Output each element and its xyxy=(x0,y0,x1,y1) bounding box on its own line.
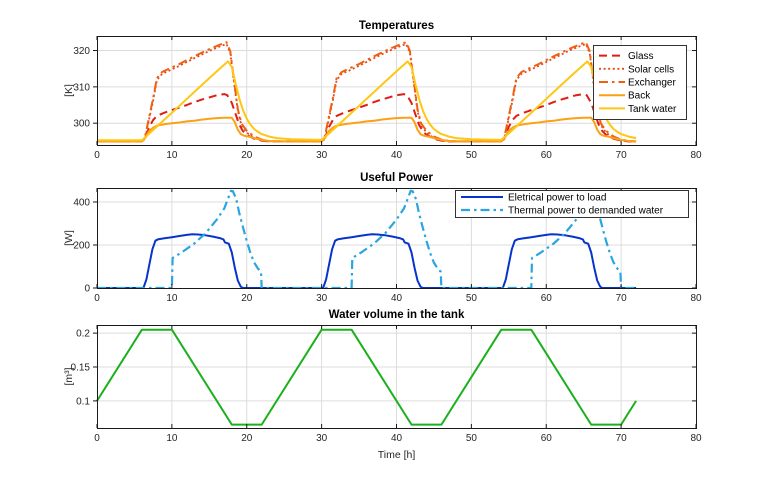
legend-label-tank-water: Tank water xyxy=(628,104,677,115)
svg-text:30: 30 xyxy=(316,433,328,444)
svg-text:0: 0 xyxy=(84,284,90,295)
legend-label-thermal-power-to-demanded-water: Thermal power to demanded water xyxy=(508,206,664,217)
svg-text:20: 20 xyxy=(241,433,253,444)
y-axis-label: [m³] xyxy=(63,367,75,385)
svg-text:10: 10 xyxy=(166,433,178,444)
chart-title-useful-power: Useful Power xyxy=(360,172,433,184)
tick-labels: 0 10 20 30 40 50 60 70 80 300 310 320 xyxy=(73,46,702,161)
svg-text:30: 30 xyxy=(316,293,328,304)
axes-box xyxy=(93,188,697,289)
svg-text:10: 10 xyxy=(166,150,178,161)
svg-text:0.2: 0.2 xyxy=(76,329,90,340)
svg-text:60: 60 xyxy=(541,433,553,444)
svg-text:70: 70 xyxy=(616,293,628,304)
svg-text:80: 80 xyxy=(690,433,702,444)
axes-box xyxy=(93,36,697,146)
svg-text:20: 20 xyxy=(241,150,253,161)
legend-temperatures: Glass Solar cells Exchanger Back Tank water xyxy=(593,45,687,120)
svg-text:40: 40 xyxy=(391,150,403,161)
chart-title-water-volume-in-the-tank: Water volume in the tank xyxy=(329,309,465,321)
svg-text:310: 310 xyxy=(73,82,90,93)
axes-box xyxy=(93,325,697,429)
y-axis-label: [K] xyxy=(63,84,75,97)
legend-label-solar-cells: Solar cells xyxy=(628,64,674,75)
panel-temperatures: 0 10 20 30 40 50 60 70 80 300 310 320 Temperatures [K… xyxy=(63,20,702,161)
series-tank-water xyxy=(97,60,637,142)
grid xyxy=(97,325,696,428)
svg-text:20: 20 xyxy=(241,293,253,304)
series-glass xyxy=(97,93,637,143)
svg-text:400: 400 xyxy=(73,197,90,208)
svg-text:50: 50 xyxy=(466,433,478,444)
series-group xyxy=(97,41,637,143)
series-exchanger xyxy=(97,41,637,143)
legend-useful-power: Eletrical power to load Thermal power to … xyxy=(455,190,689,218)
series-water-volume xyxy=(96,328,637,426)
tick-labels: 0 10 20 30 40 50 60 70 80 0 200 400 xyxy=(73,197,702,304)
svg-text:50: 50 xyxy=(466,150,478,161)
svg-text:10: 10 xyxy=(166,293,178,304)
svg-text:200: 200 xyxy=(73,240,90,251)
legend-label-eletrical-power-to-load: Eletrical power to load xyxy=(508,193,606,204)
legend-label-exchanger: Exchanger xyxy=(628,78,676,89)
svg-text:80: 80 xyxy=(690,293,702,304)
series-back xyxy=(97,116,637,143)
panel-water-volume-in-the-tank: 0 10 20 30 40 50 60 70 80 0.1 0.15 0.2 Water volume … xyxy=(63,309,702,461)
tick-labels: 0 10 20 30 40 50 60 70 80 0.1 0.15 0.2 xyxy=(71,329,702,444)
svg-text:70: 70 xyxy=(616,433,628,444)
legend-label-glass: Glass xyxy=(628,51,654,62)
svg-text:0.15: 0.15 xyxy=(71,363,91,374)
chart-title-temperatures: Temperatures xyxy=(359,20,434,32)
svg-text:70: 70 xyxy=(616,150,628,161)
svg-text:60: 60 xyxy=(541,150,553,161)
svg-text:30: 30 xyxy=(316,150,328,161)
svg-text:80: 80 xyxy=(690,150,702,161)
x-axis-label: Time [h] xyxy=(378,449,416,461)
legend-label-back: Back xyxy=(628,91,651,102)
svg-text:40: 40 xyxy=(391,433,403,444)
svg-text:40: 40 xyxy=(391,293,403,304)
panel-useful-power: 0 10 20 30 40 50 60 70 80 0 200 400 Useful Power [W] E… xyxy=(63,172,702,304)
series-solar-cells xyxy=(97,43,637,143)
y-axis-label: [W] xyxy=(63,230,75,246)
svg-text:300: 300 xyxy=(73,119,90,130)
svg-text:50: 50 xyxy=(466,293,478,304)
svg-text:0: 0 xyxy=(94,293,100,304)
svg-text:60: 60 xyxy=(541,293,553,304)
series-group xyxy=(96,328,637,426)
svg-text:0.1: 0.1 xyxy=(76,396,90,407)
svg-text:320: 320 xyxy=(73,46,90,57)
svg-text:0: 0 xyxy=(94,433,100,444)
svg-text:0: 0 xyxy=(94,150,100,161)
series-eletrical-power-to-load xyxy=(97,233,637,289)
